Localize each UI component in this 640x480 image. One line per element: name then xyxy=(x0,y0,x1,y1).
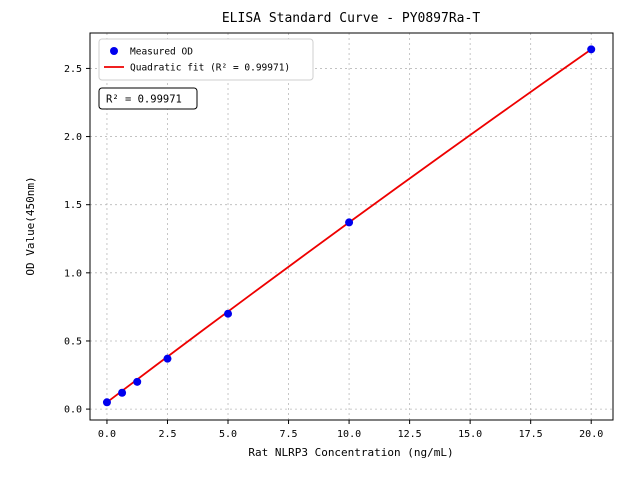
x-tick-label: 17.5 xyxy=(519,429,543,440)
y-tick-label: 1.5 xyxy=(64,200,82,211)
data-point xyxy=(224,309,233,318)
data-point xyxy=(587,45,596,54)
annotation-text: R² = 0.99971 xyxy=(106,94,182,106)
chart-title: ELISA Standard Curve - PY0897Ra-T xyxy=(222,11,480,26)
legend-marker-measured xyxy=(110,47,118,55)
y-tick-label: 1.0 xyxy=(64,268,82,279)
annotation-frame xyxy=(98,87,198,110)
r-squared-annotation: R² = 0.99971 xyxy=(98,87,198,110)
y-axis-label: OD Value(450nm) xyxy=(24,176,37,275)
y-tick-label: 0.5 xyxy=(64,336,82,347)
series-layer xyxy=(102,45,596,407)
x-tick-label: 5.0 xyxy=(219,429,237,440)
data-point xyxy=(163,354,172,363)
y-tick-label: 2.0 xyxy=(64,132,82,143)
x-tick-label: 2.5 xyxy=(158,429,176,440)
x-tick-label: 12.5 xyxy=(398,429,422,440)
x-tick-label: 20.0 xyxy=(579,429,603,440)
grid-layer xyxy=(90,33,613,420)
legend: Measured OD Quadratic fit (R² = 0.99971) xyxy=(98,38,314,81)
x-tick-label: 0.0 xyxy=(98,429,116,440)
data-point xyxy=(345,218,354,227)
x-tick-label: 7.5 xyxy=(280,429,298,440)
y-tick-label: 2.5 xyxy=(64,64,82,75)
x-axis-label: Rat NLRP3 Concentration (ng/mL) xyxy=(248,446,453,459)
legend-frame xyxy=(98,38,314,81)
data-point xyxy=(133,377,142,386)
x-tick-label: 15.0 xyxy=(458,429,482,440)
x-tick-label: 10.0 xyxy=(337,429,361,440)
data-point xyxy=(118,388,127,397)
y-tick-label: 0.0 xyxy=(64,405,82,416)
axes-layer: 0.0 2.5 5.0 7.5 10.0 12.5 15.0 17.5 20.0 0.0 0.5 1.… xyxy=(64,64,603,440)
legend-label-fit: Quadratic fit (R² = 0.99971) xyxy=(130,63,290,74)
data-point xyxy=(102,398,111,407)
legend-label-measured: Measured OD xyxy=(130,47,193,58)
plot-border xyxy=(89,32,614,421)
